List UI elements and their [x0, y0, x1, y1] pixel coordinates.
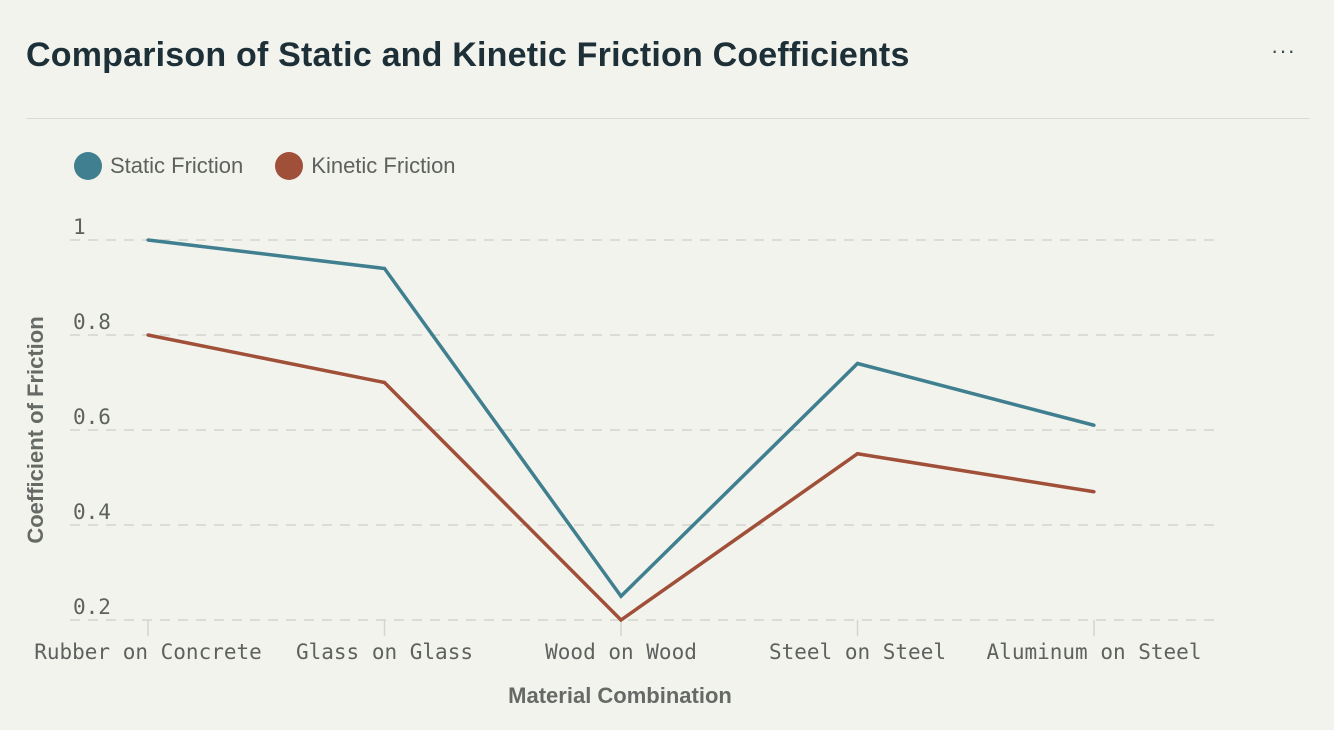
data-point-kinetic[interactable] [382, 380, 387, 385]
data-point-static[interactable] [855, 361, 860, 366]
x-axis-ticks: Rubber on Concrete Glass on Glass Wood on … [34, 620, 1201, 664]
x-tick-label: Aluminum on Steel [987, 640, 1202, 664]
chart-legend: Static Friction Kinetic Friction [74, 152, 456, 180]
legend-item-static[interactable]: Static Friction [74, 152, 243, 180]
y-tick-label: 0.6 [73, 405, 111, 429]
data-point-static[interactable] [146, 238, 150, 242]
more-horizontal-icon[interactable]: ··· [1271, 38, 1296, 63]
y-tick-label: 0.2 [73, 595, 111, 619]
x-tick-label: Glass on Glass [296, 640, 473, 664]
data-point-static[interactable] [619, 594, 623, 598]
y-tick-label: 1 [73, 215, 86, 239]
y-axis-title: Coefficient of Friction [23, 316, 48, 543]
x-tick-label: Rubber on Concrete [34, 640, 262, 664]
legend-item-kinetic[interactable]: Kinetic Friction [275, 152, 456, 180]
legend-label-static: Static Friction [110, 153, 244, 178]
x-axis-title: Material Combination [508, 683, 732, 708]
legend-swatch-kinetic [275, 152, 304, 180]
legend-label-kinetic: Kinetic Friction [311, 153, 456, 178]
data-point-kinetic[interactable] [855, 452, 860, 456]
header-divider [26, 118, 1310, 119]
series-line-static[interactable] [147, 238, 1095, 599]
y-axis-ticks: 0.2 0.4 0.6 0.8 1 [73, 215, 111, 619]
data-point-static[interactable] [1092, 423, 1096, 427]
chart-header: Comparison of Static and Kinetic Frictio… [26, 30, 1310, 86]
chart-title: Comparison of Static and Kinetic Frictio… [26, 36, 910, 74]
data-point-kinetic[interactable] [619, 618, 623, 622]
x-tick-label: Wood on Wood [545, 640, 697, 664]
series-lines [146, 238, 1096, 623]
y-tick-label: 0.4 [73, 500, 111, 524]
data-point-kinetic[interactable] [1092, 490, 1096, 494]
series-line-kinetic[interactable] [147, 333, 1095, 623]
data-point-kinetic[interactable] [146, 333, 150, 337]
y-tick-label: 0.8 [73, 310, 111, 334]
data-point-static[interactable] [382, 266, 387, 271]
legend-swatch-static [74, 152, 102, 180]
grid-lines [70, 239, 1220, 621]
x-tick-label: Steel on Steel [769, 640, 946, 664]
